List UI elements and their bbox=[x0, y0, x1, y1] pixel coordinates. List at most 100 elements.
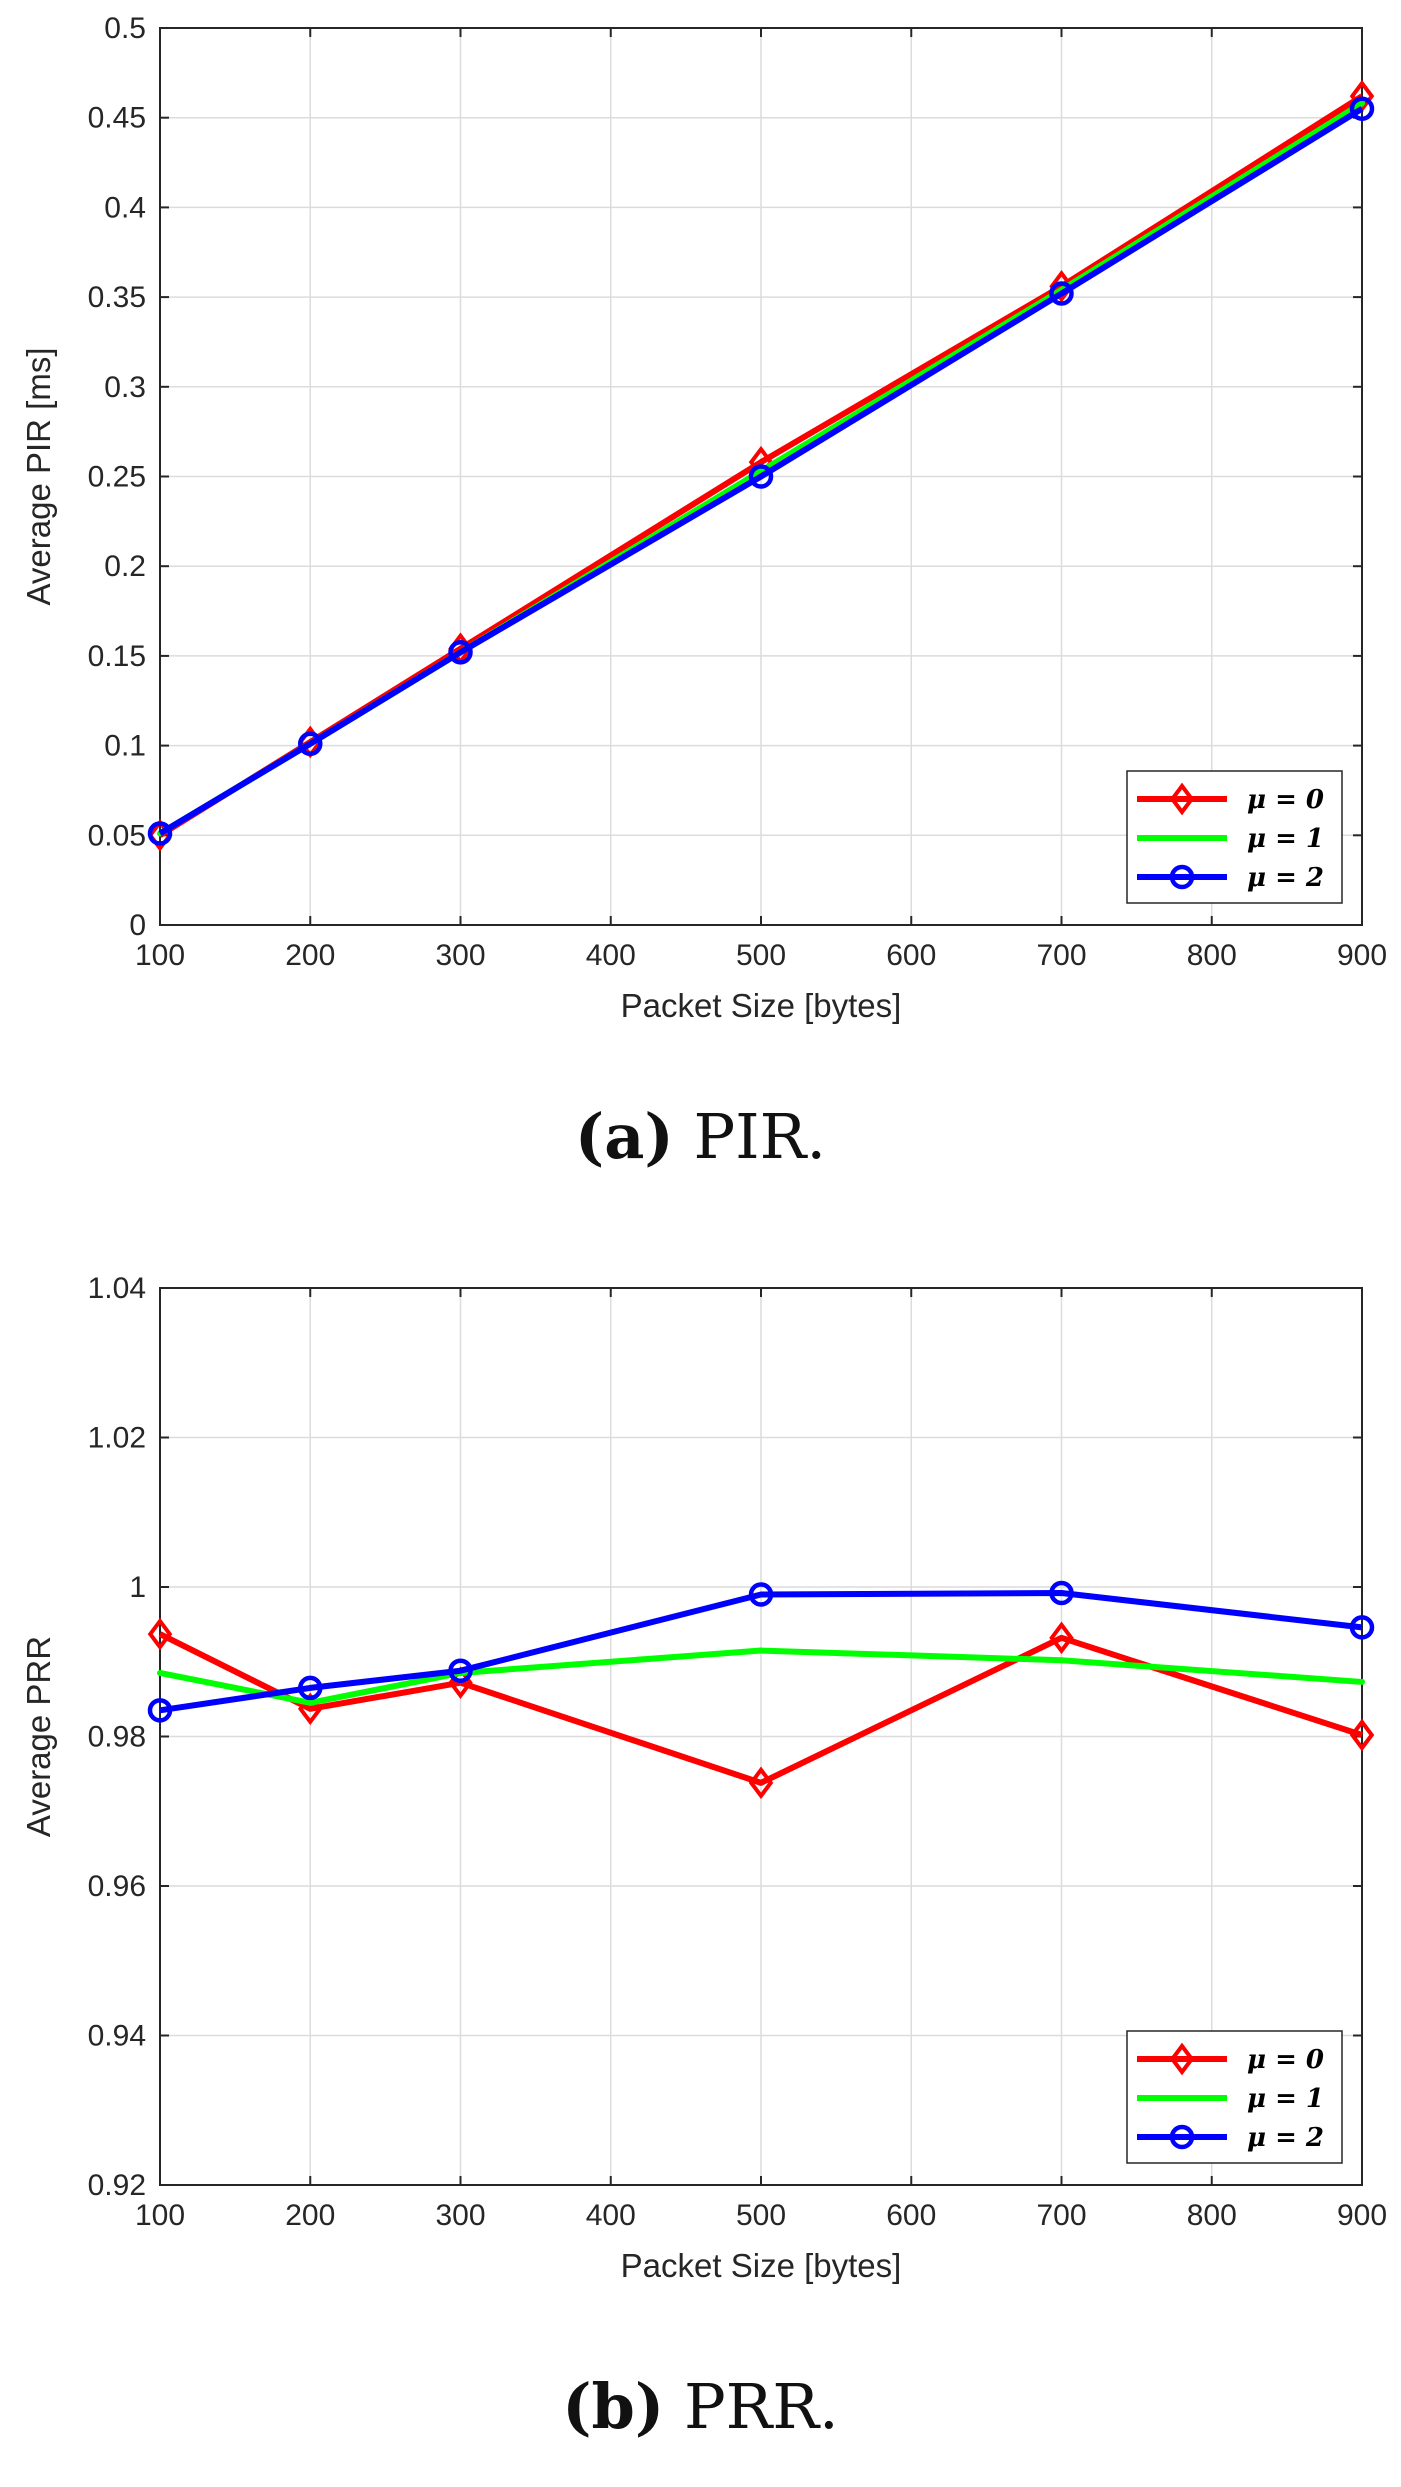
series-line bbox=[159, 1647, 1363, 1706]
series-line bbox=[158, 106, 1364, 837]
x-axis-label: Packet Size [bytes] bbox=[621, 987, 902, 1024]
x-tick-label: 700 bbox=[1036, 939, 1086, 972]
x-tick-label: 900 bbox=[1337, 939, 1387, 972]
legend-label: μ = 1 bbox=[1247, 2084, 1324, 2114]
caption-prr: (b) PRR. bbox=[0, 2370, 1401, 2443]
legend: μ = 0 μ = 1 μ = 2 bbox=[1126, 2030, 1343, 2164]
caption-letter: (b) bbox=[562, 2370, 665, 2443]
legend-item: μ = 2 bbox=[1137, 863, 1324, 893]
data-point bbox=[448, 1658, 473, 1683]
series-2 bbox=[147, 1580, 1375, 1723]
y-tick-label: 0.15 bbox=[88, 640, 146, 673]
y-tick-label: 0.5 bbox=[104, 12, 146, 45]
legend-label: μ = 2 bbox=[1247, 2123, 1324, 2153]
legend-item: μ = 2 bbox=[1137, 2123, 1324, 2153]
y-tick-label: 0.92 bbox=[88, 2169, 146, 2202]
data-point bbox=[1349, 1615, 1375, 1640]
data-point bbox=[1349, 1718, 1375, 1752]
x-tick-label: 200 bbox=[285, 2199, 335, 2232]
caption-letter: (a) bbox=[574, 1100, 674, 1173]
series-2 bbox=[147, 96, 1375, 846]
data-point bbox=[1049, 281, 1074, 306]
legend-label: μ = 1 bbox=[1247, 824, 1324, 854]
y-tick-label: 0.1 bbox=[104, 730, 146, 763]
chart-prr: 100 200 300 400 500 600 700 800 900 0.92 0.94 0.96 0… bbox=[20, 1272, 1387, 2284]
y-tick-label: 0.98 bbox=[88, 1721, 146, 1754]
y-tick-label: 1.04 bbox=[88, 1272, 146, 1305]
data-point bbox=[1049, 1580, 1074, 1606]
y-tick-label: 0.94 bbox=[88, 2020, 146, 2053]
legend: μ = 0 μ = 1 μ = 2 bbox=[1126, 770, 1343, 904]
data-point bbox=[1359, 100, 1365, 107]
x-tick-label: 600 bbox=[886, 2199, 936, 2232]
x-tick-label: 800 bbox=[1187, 939, 1237, 972]
y-axis-label: Average PIR [ms] bbox=[20, 348, 57, 606]
y-tick-label: 0.3 bbox=[104, 371, 146, 404]
data-point bbox=[448, 640, 473, 665]
legend-marker bbox=[1179, 835, 1185, 841]
x-axis-label: Packet Size [bytes] bbox=[621, 2247, 902, 2284]
data-point bbox=[758, 1647, 764, 1654]
data-point bbox=[147, 1698, 173, 1723]
x-tick-label: 500 bbox=[736, 2199, 786, 2232]
x-tick-label: 700 bbox=[1036, 2199, 1086, 2232]
legend-marker bbox=[1169, 2124, 1195, 2150]
y-tick-label: 0.2 bbox=[104, 550, 146, 583]
y-tick-label: 0.4 bbox=[104, 191, 146, 224]
x-tick-label: 300 bbox=[435, 2199, 485, 2232]
legend-item: μ = 0 bbox=[1137, 782, 1324, 816]
figure-prr: 100 200 300 400 500 600 700 800 900 0.92 0.94 0.96 0… bbox=[0, 1260, 1401, 2487]
data-point bbox=[748, 1766, 774, 1800]
data-point bbox=[147, 1617, 173, 1651]
y-tick-label: 1.02 bbox=[88, 1422, 146, 1455]
legend-item: μ = 1 bbox=[1137, 2084, 1324, 2114]
data-point bbox=[298, 1675, 323, 1701]
y-tick-label: 0 bbox=[129, 909, 146, 942]
y-axis-label: Average PRR bbox=[20, 1636, 57, 1837]
legend-item: μ = 0 bbox=[1137, 2042, 1324, 2076]
x-tick-label: 900 bbox=[1337, 2199, 1387, 2232]
x-tick-label: 100 bbox=[135, 2199, 185, 2232]
caption-text: PIR. bbox=[693, 1100, 827, 1173]
data-point bbox=[1349, 96, 1375, 121]
data-point bbox=[1049, 270, 1074, 303]
y-tick-label: 0.96 bbox=[88, 1870, 146, 1903]
data-point bbox=[1359, 1678, 1365, 1685]
chart-pir: 100 200 300 400 500 600 700 800 900 0 0.05 0.1 0.15 0… bbox=[20, 12, 1387, 1024]
y-tick-label: 0.05 bbox=[88, 819, 146, 852]
x-tick-label: 400 bbox=[586, 939, 636, 972]
data-point bbox=[307, 1699, 314, 1706]
caption-pir: (a) PIR. bbox=[0, 1100, 1401, 1173]
legend-marker bbox=[1169, 782, 1195, 816]
data-point bbox=[298, 731, 323, 757]
legend-label: μ = 2 bbox=[1247, 863, 1324, 893]
data-point bbox=[157, 1669, 163, 1676]
data-point bbox=[147, 821, 173, 846]
caption-text: PRR. bbox=[683, 2370, 839, 2443]
legend-item: μ = 1 bbox=[1137, 824, 1324, 854]
x-tick-label: 200 bbox=[285, 939, 335, 972]
y-tick-label: 1 bbox=[129, 1571, 146, 1604]
legend-marker bbox=[1169, 864, 1195, 890]
ticks: 100 200 300 400 500 600 700 800 900 0 0.05 0.1 0.15 0… bbox=[88, 12, 1387, 972]
legend-label: μ = 0 bbox=[1247, 785, 1324, 815]
legend-marker bbox=[1169, 2042, 1195, 2076]
y-tick-label: 0.45 bbox=[88, 102, 146, 135]
ticks: 100 200 300 400 500 600 700 800 900 0.92 0.94 0.96 0… bbox=[88, 1272, 1387, 2232]
x-tick-label: 100 bbox=[135, 939, 185, 972]
figure-pir: 100 200 300 400 500 600 700 800 900 0 0.05 0.1 0.15 0… bbox=[0, 0, 1401, 1173]
data-point bbox=[748, 1582, 774, 1607]
legend-marker bbox=[1179, 2095, 1185, 2101]
y-tick-label: 0.25 bbox=[88, 461, 146, 494]
series-line bbox=[159, 1589, 1363, 1714]
legend-label: μ = 0 bbox=[1247, 2045, 1324, 2075]
data-point bbox=[1049, 1621, 1074, 1655]
x-tick-label: 400 bbox=[586, 2199, 636, 2232]
x-tick-label: 800 bbox=[1187, 2199, 1237, 2232]
x-tick-label: 300 bbox=[435, 939, 485, 972]
data-point bbox=[748, 464, 774, 489]
x-tick-label: 600 bbox=[886, 939, 936, 972]
data-point bbox=[1058, 1657, 1065, 1664]
x-tick-label: 500 bbox=[736, 939, 786, 972]
y-tick-label: 0.35 bbox=[88, 281, 146, 314]
